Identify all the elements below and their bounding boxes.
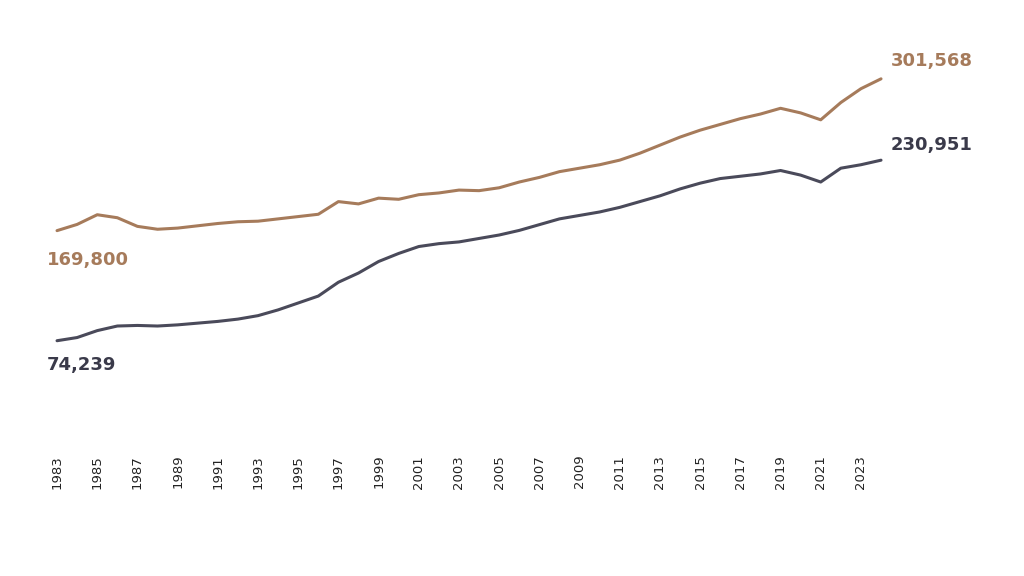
Text: 74,239: 74,239 <box>47 356 117 374</box>
Text: 301,568: 301,568 <box>891 52 973 70</box>
Text: 230,951: 230,951 <box>891 137 973 154</box>
Text: 169,800: 169,800 <box>47 251 129 270</box>
